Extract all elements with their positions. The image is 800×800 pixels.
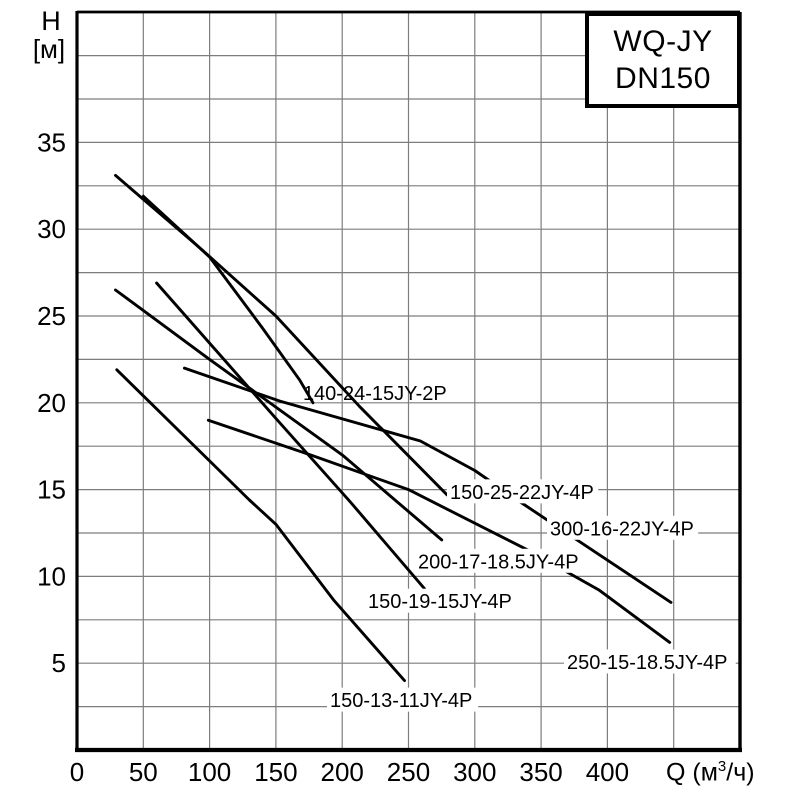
curve-label-text: 150-13-11JY-4P [330,690,472,712]
y-axis-title-symbol: H [41,6,61,36]
y-tick-label: 35 [37,127,66,157]
tick-labels: 0 50 100 150 200 250 300 350 400 5 10 15 20 25 30 35 [37,127,629,787]
x-axis-title-sup: 3 [717,758,727,775]
gridlines [77,12,740,750]
y-tick-label: 10 [37,561,66,591]
curve-label-250-15-18.5JY-4P: 250-15-18.5JY-4P [563,649,736,674]
x-axis-title: Q (м3/ч) [666,758,755,787]
y-tick-label: 20 [37,388,66,418]
x-tick-label: 0 [70,757,84,787]
series-family-box: WQ-JY DN150 [585,12,741,108]
y-tick-label: 15 [37,475,66,505]
curve-200-17-18.5JY-4P [114,288,444,542]
y-axis-title-unit: [м] [32,34,66,64]
curve-250-15-18.5JY-4P [206,418,672,644]
curve-label-text: 140-24-15JY-2P [303,383,447,405]
curve-label-150-25-22JY-4P: 150-25-22JY-4P [447,479,599,504]
x-axis-title-post: /ч) [726,758,755,787]
x-tick-label: 50 [129,757,158,787]
curve-150-25-22JY-4P [114,173,449,497]
x-tick-label: 400 [586,757,629,787]
curve-300-16-22JY-4P [182,366,673,604]
x-tick-label: 350 [519,757,562,787]
y-tick-label: 5 [52,648,66,678]
x-tick-label: 250 [387,757,430,787]
axis-frame [75,10,742,753]
curve-label-140-24-15JY-2P: 140-24-15JY-2P [303,383,447,405]
curve-label-150-19-15JY-4P: 150-19-15JY-4P [365,588,517,613]
curve-150-13-11JY-4P [115,368,406,683]
curve-label-text: 150-19-15JY-4P [368,591,512,613]
series-family-size: DN150 [615,62,711,95]
curve-label-text: 150-25-22JY-4P [450,482,594,504]
curve-140-24-15JY-2P [141,194,315,405]
x-tick-label: 300 [453,757,496,787]
pump-curves [114,173,673,683]
curve-label-text: 250-15-18.5JY-4P [567,652,728,674]
x-tick-label: 200 [321,757,364,787]
curve-label-text: 300-16-22JY-4P [550,518,694,540]
curve-label-text: 200-17-18.5JY-4P [418,551,579,573]
x-axis-title-pre: Q (м [666,758,718,787]
curve-label-200-17-18.5JY-4P: 200-17-18.5JY-4P [415,548,587,573]
curve-150-19-15JY-4P [155,281,426,591]
series-family-name: WQ-JY [613,24,713,58]
x-tick-label: 100 [188,757,231,787]
x-tick-label: 150 [254,757,297,787]
y-tick-label: 25 [37,301,66,331]
curve-label-150-13-11JY-4P: 150-13-11JY-4P [327,687,479,712]
y-tick-label: 30 [37,214,66,244]
curve-label-300-16-22JY-4P: 300-16-22JY-4P [546,515,699,540]
